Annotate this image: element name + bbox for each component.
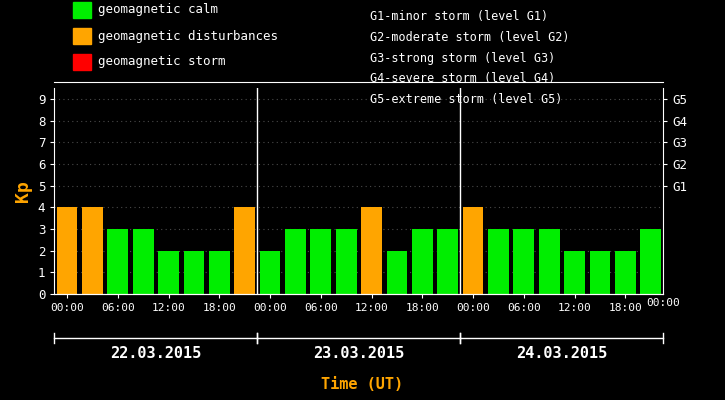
Bar (463, 207, 484, 294)
Text: 23.03.2015: 23.03.2015 (313, 346, 405, 361)
Bar (158, 251, 179, 294)
Bar (539, 229, 560, 294)
Y-axis label: Kp: Kp (14, 180, 33, 202)
Bar (615, 251, 636, 294)
Bar (285, 229, 306, 294)
Bar (234, 207, 255, 294)
Bar (133, 229, 154, 294)
Text: G3-strong storm (level G3): G3-strong storm (level G3) (370, 52, 555, 65)
Text: geomagnetic storm: geomagnetic storm (98, 56, 225, 68)
Text: 24.03.2015: 24.03.2015 (516, 346, 608, 361)
Bar (57, 207, 78, 294)
Text: 22.03.2015: 22.03.2015 (110, 346, 202, 361)
Bar (437, 229, 458, 294)
Bar (361, 207, 382, 294)
Text: Time (UT): Time (UT) (321, 377, 404, 392)
Bar (183, 251, 204, 294)
Bar (564, 251, 585, 294)
Bar (412, 229, 433, 294)
Text: G1-minor storm (level G1): G1-minor storm (level G1) (370, 10, 548, 23)
Text: 00:00: 00:00 (647, 298, 680, 308)
Bar (82, 207, 103, 294)
Bar (386, 251, 407, 294)
Text: G5-extreme storm (level G5): G5-extreme storm (level G5) (370, 93, 562, 106)
Bar (260, 251, 281, 294)
Text: G2-moderate storm (level G2): G2-moderate storm (level G2) (370, 31, 569, 44)
Bar (310, 229, 331, 294)
Bar (640, 229, 661, 294)
Bar (589, 251, 610, 294)
Text: geomagnetic calm: geomagnetic calm (98, 4, 218, 16)
Bar (513, 229, 534, 294)
Bar (107, 229, 128, 294)
Text: G4-severe storm (level G4): G4-severe storm (level G4) (370, 72, 555, 86)
Bar (336, 229, 357, 294)
Text: geomagnetic disturbances: geomagnetic disturbances (98, 30, 278, 42)
Bar (209, 251, 230, 294)
Bar (488, 229, 509, 294)
